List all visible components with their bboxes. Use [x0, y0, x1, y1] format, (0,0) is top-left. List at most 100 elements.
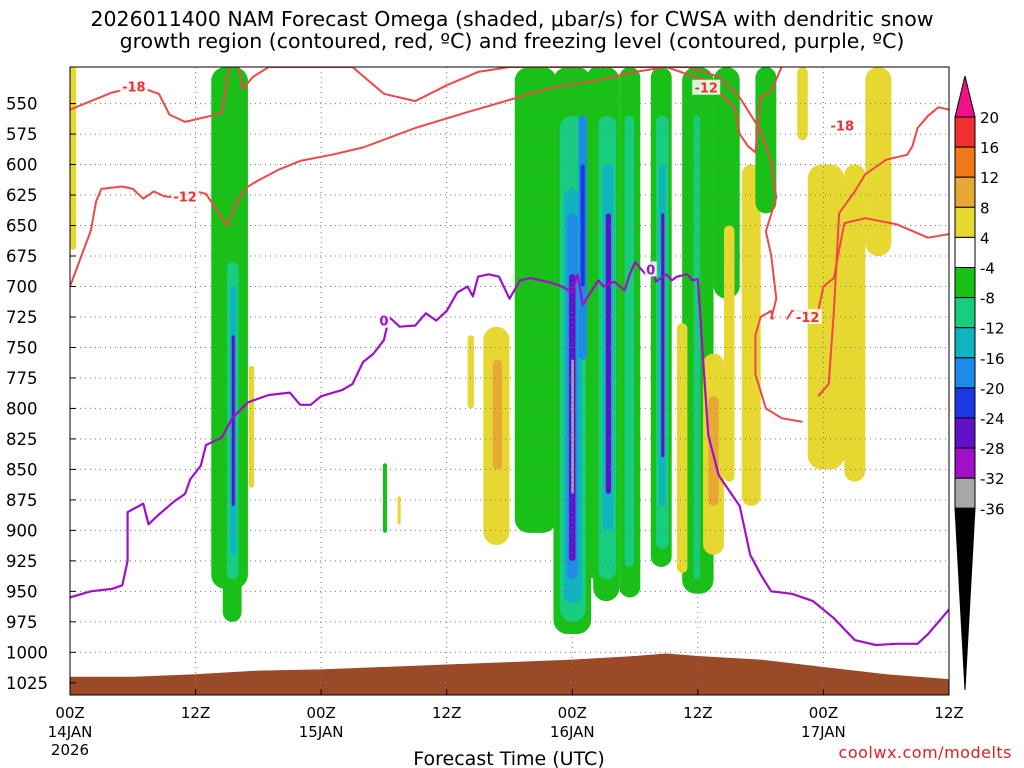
dgz-contour-line: [817, 106, 949, 397]
contour-label-bg: [692, 79, 721, 95]
omega-band: [248, 365, 255, 488]
omega-band: [724, 225, 735, 482]
x-tick-label: 00Z: [558, 704, 587, 722]
omega-band: [70, 67, 77, 250]
y-tick-label: 1025: [6, 674, 48, 693]
title-line-2: growth region (contoured, red, ºC) and f…: [119, 29, 905, 53]
plot-frame: [69, 66, 950, 696]
contour-label: 0: [379, 315, 388, 330]
y-tick-label: 1000: [6, 643, 48, 662]
y-tick-label: 600: [6, 156, 38, 175]
contour-label: -12: [694, 82, 718, 97]
x-tick-date: 17JAN: [801, 723, 846, 741]
colorbar-swatch: [954, 116, 976, 148]
omega-band: [571, 359, 574, 494]
omega-band: [467, 335, 474, 409]
contour-label-bg: [171, 188, 200, 204]
x-tick-date: 15JAN: [299, 723, 344, 741]
y-tick-label: 725: [6, 308, 38, 327]
contour-label-bg: [644, 261, 657, 277]
omega-band: [231, 335, 235, 506]
x-tick-label: 12Z: [683, 704, 712, 722]
contour-label: -12: [173, 190, 197, 205]
omega-band: [492, 359, 503, 470]
omega-band: [693, 115, 700, 580]
omega-band: [397, 496, 401, 525]
colorbar-swatch: [954, 236, 976, 268]
omega-band: [865, 67, 892, 257]
x-tick-label: 00Z: [306, 704, 335, 722]
omega-band: [844, 164, 866, 482]
colorbar-swatch: [954, 297, 976, 329]
colorbar-label: -28: [980, 440, 1005, 458]
colorbar-label: 16: [980, 139, 999, 157]
colorbar-label: 20: [980, 109, 999, 127]
colorbar-swatch: [954, 176, 976, 208]
contour-label-bg: [377, 312, 390, 328]
omega-shading: [70, 67, 892, 635]
terrain-area: [70, 653, 949, 695]
colorbar-swatch: [954, 417, 976, 449]
omega-band: [797, 67, 808, 141]
y-tick-label: 625: [6, 186, 38, 205]
y-tick-label: 675: [6, 247, 38, 266]
colorbar-arrow-top: [954, 75, 976, 118]
y-tick-label: 700: [6, 277, 38, 296]
omega-band: [580, 164, 585, 287]
x-tick-date: 16JAN: [550, 723, 595, 741]
colorbar-label: -16: [980, 350, 1005, 368]
colorbar-label: 8: [980, 199, 990, 217]
contour-label-bg: [119, 78, 148, 94]
contour-label-bg: [793, 308, 822, 324]
x-tick-label: 00Z: [55, 704, 84, 722]
omega-band: [605, 213, 612, 494]
contour-labels: -18 -12 -12 -18 -12 0 0: [119, 78, 857, 330]
colorbar-label: 12: [980, 169, 999, 187]
colorbar-label: -20: [980, 380, 1005, 398]
colorbar: 20 16 12 8 4 -4 -8 -12 -16 -20 -24 -28 -32 -36: [954, 75, 1005, 691]
colorbar-swatch: [954, 327, 976, 359]
colorbar-label: 4: [980, 229, 990, 247]
contour-lines: [70, 67, 949, 647]
y-tick-label: 800: [6, 399, 38, 418]
y-axis-ticks: 550 575 600 625 650 675 700 725 750 775 800 825 850 8…: [6, 95, 76, 693]
omega-band: [624, 115, 635, 567]
y-tick-label: 900: [6, 521, 38, 540]
x-tick-label: 12Z: [934, 704, 963, 722]
colorbar-swatch: [954, 387, 976, 419]
omega-band: [818, 286, 850, 464]
colorbar-label: -12: [980, 320, 1005, 338]
colorbar-swatch: [954, 357, 976, 389]
colorbar-arrow-bottom: [954, 507, 976, 691]
chart-title: 2026011400 NAM Forecast Omega (shaded, μ…: [0, 8, 1024, 52]
dgz-contour-line: [70, 67, 778, 320]
y-tick-label: 775: [6, 369, 38, 388]
y-tick-label: 850: [6, 460, 38, 479]
y-tick-label: 950: [6, 582, 38, 601]
x-axis-label: Forecast Time (UTC): [413, 748, 604, 768]
omega-band: [382, 463, 388, 533]
y-tick-label: 825: [6, 430, 38, 449]
colorbar-swatch: [954, 447, 976, 479]
contour-label-bg: [828, 117, 857, 133]
colorbar-swatch: [954, 146, 976, 178]
y-tick-label: 575: [6, 125, 38, 144]
colorbar-label: -24: [980, 410, 1005, 428]
dgz-contour-line: [70, 67, 783, 154]
colorbar-swatch: [954, 477, 976, 509]
credit-text: coolwx.com/modelts: [838, 743, 1012, 762]
y-tick-label: 975: [6, 613, 38, 632]
contour-label: -18: [831, 120, 855, 135]
dgz-contour-line: [754, 309, 803, 423]
colorbar-label: -36: [980, 500, 1005, 518]
y-tick-label: 875: [6, 491, 38, 510]
contour-label: 0: [646, 263, 655, 278]
y-tick-label: 550: [6, 95, 38, 114]
colorbar-label: -32: [980, 470, 1005, 488]
contour-label: -12: [796, 311, 820, 326]
x-tick-label: 00Z: [809, 704, 838, 722]
title-line-1: 2026011400 NAM Forecast Omega (shaded, μ…: [90, 7, 934, 31]
omega-band: [661, 213, 665, 458]
